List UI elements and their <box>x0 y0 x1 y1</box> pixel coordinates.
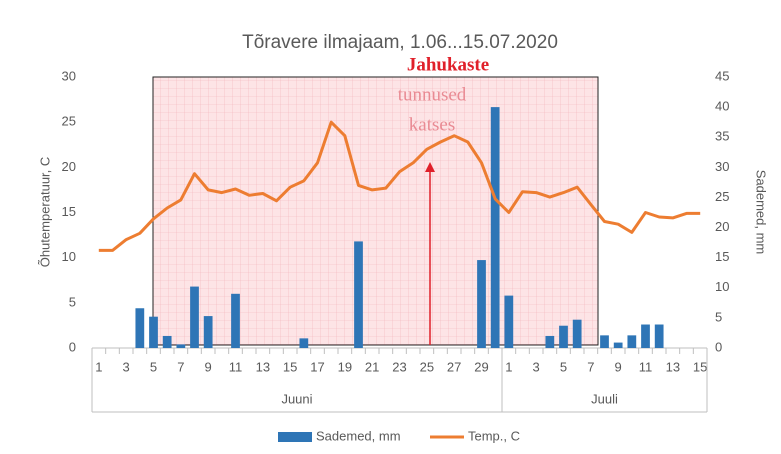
y-tick-label: 20 <box>62 159 76 174</box>
y2-tick-label: 25 <box>715 189 729 204</box>
y2-tick-label: 0 <box>715 339 722 354</box>
legend-label: Sademed, mm <box>316 428 401 443</box>
bar <box>231 293 240 348</box>
chart-title: Tõravere ilmajaam, 1.06...15.07.2020 <box>242 32 558 53</box>
bar <box>477 260 486 348</box>
bar <box>162 335 172 348</box>
y2-tick-label: 30 <box>715 159 729 174</box>
bar <box>641 324 650 348</box>
bar <box>190 286 199 348</box>
x-tick-label: 27 <box>447 359 461 374</box>
y2-tick-label: 15 <box>715 249 729 264</box>
y2-tick-label: 20 <box>715 219 729 234</box>
highlight-box <box>152 76 599 346</box>
bar <box>149 316 158 348</box>
x-tick-label: 9 <box>615 359 622 374</box>
bar <box>490 107 500 348</box>
x-tick-label: 19 <box>338 359 352 374</box>
x-tick-label: 21 <box>365 359 379 374</box>
x-tick-label: 7 <box>587 359 594 374</box>
y-tick-label: 30 <box>62 68 76 83</box>
annotation: Jahukaste <box>407 54 489 75</box>
y2-tick-label: 35 <box>715 129 729 144</box>
x-tick-label: 11 <box>229 359 243 374</box>
bar <box>176 344 186 348</box>
group-label: Juuni <box>281 391 312 406</box>
x-tick-label: 29 <box>474 359 488 374</box>
x-tick-label: 15 <box>693 359 707 374</box>
bar <box>504 295 514 348</box>
x-tick-label: 17 <box>310 359 324 374</box>
x-tick-label: 3 <box>123 359 130 374</box>
bar <box>545 335 555 348</box>
bar <box>613 342 623 348</box>
annotation-arrowhead <box>425 162 435 172</box>
bar <box>299 338 309 348</box>
y-axis-label: Õhutemperatuur, C <box>37 157 52 268</box>
legend-swatch <box>278 432 312 442</box>
x-tick-label: 7 <box>177 359 184 374</box>
x-tick-label: 1 <box>95 359 102 374</box>
bar <box>654 324 664 348</box>
x-tick-label: 11 <box>639 359 653 374</box>
bar <box>354 241 363 348</box>
bar <box>572 319 582 348</box>
y-tick-label: 0 <box>69 339 76 354</box>
y2-tick-label: 5 <box>715 309 722 324</box>
y2-axis-label: Sademed, mm <box>754 170 769 255</box>
y2-tick-label: 10 <box>715 279 729 294</box>
x-tick-label: 25 <box>420 359 434 374</box>
annotation: tunnused <box>398 84 467 105</box>
line <box>98 120 701 252</box>
x-tick-label: 3 <box>533 359 540 374</box>
x-tick-label: 15 <box>283 359 297 374</box>
y-tick-label: 5 <box>69 294 76 309</box>
bar <box>135 308 145 348</box>
bar <box>627 335 637 348</box>
group-label: Juuli <box>591 391 618 406</box>
x-tick-label: 9 <box>205 359 212 374</box>
bar <box>600 335 609 348</box>
annotation: katses <box>409 114 455 135</box>
x-tick-label: 23 <box>392 359 406 374</box>
y-tick-label: 10 <box>62 249 76 264</box>
y-tick-label: 25 <box>62 114 76 129</box>
x-tick-label: 13 <box>666 359 680 374</box>
y2-tick-label: 45 <box>715 68 729 83</box>
bar <box>203 316 213 348</box>
x-tick-label: 1 <box>505 359 512 374</box>
y2-tick-label: 40 <box>715 99 729 114</box>
y-tick-label: 15 <box>62 204 76 219</box>
x-tick-label: 5 <box>150 359 157 374</box>
bar <box>559 325 568 348</box>
x-tick-label: 13 <box>256 359 270 374</box>
x-tick-label: 5 <box>560 359 567 374</box>
legend-label: Temp., C <box>468 428 520 443</box>
